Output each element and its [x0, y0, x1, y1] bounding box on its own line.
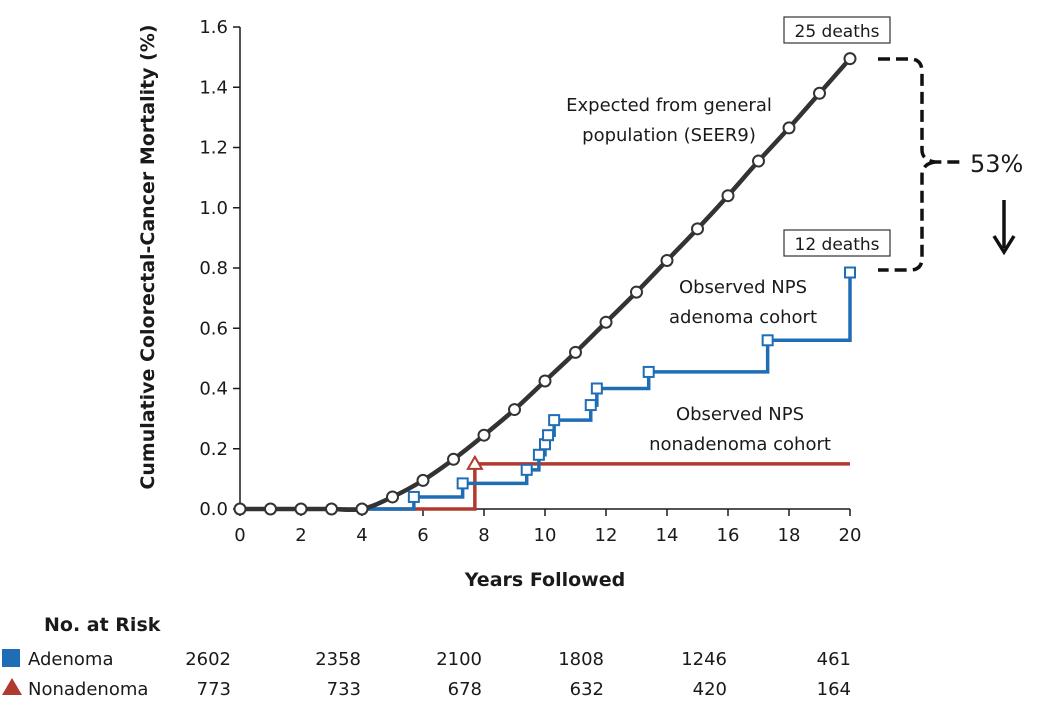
adenoma-event-marker — [642, 365, 655, 378]
adenoma-event-marker — [456, 477, 469, 490]
expected-point — [721, 189, 735, 203]
risk-value: 773 — [197, 679, 231, 700]
expected-deaths-box — [783, 16, 891, 44]
x-tick-label: 18 — [778, 525, 801, 546]
risk-table: Adenoma 2602 2358 2100 1808 1246 461 Nonadenoma… — [2, 649, 851, 700]
x-tick-label: 2 — [295, 525, 306, 546]
expected-point — [355, 502, 369, 516]
adenoma-event-marker — [584, 399, 597, 412]
y-tick-label: 0.8 — [199, 258, 228, 279]
risk-row-label: Nonadenoma — [28, 679, 148, 700]
expected-point — [691, 222, 704, 236]
observed-deaths-label: 12 deaths — [795, 235, 880, 255]
risk-value: 1246 — [681, 649, 727, 670]
y-tick-label: 0.6 — [199, 318, 228, 339]
reduction-percent: 53% — [970, 150, 1023, 178]
expected-point — [264, 502, 277, 516]
observed-deaths-box — [783, 229, 891, 257]
nonadenoma-label-line2: nonadenoma cohort — [649, 434, 831, 455]
y-tick-label: 0.2 — [199, 439, 228, 460]
expected-deaths-label: 25 deaths — [795, 22, 880, 42]
expected-series — [233, 52, 857, 516]
expected-point — [599, 315, 613, 329]
expected-point — [782, 121, 796, 135]
series-layer — [233, 52, 857, 516]
y-tick-label: 1.0 — [199, 198, 228, 219]
expected-point — [813, 86, 826, 100]
x-tick-label: 10 — [534, 525, 557, 546]
expected-point — [386, 490, 399, 504]
risk-value: 2602 — [185, 649, 231, 670]
risk-table-title: No. at Risk — [44, 614, 161, 636]
expected-point — [416, 473, 430, 487]
expected-point — [630, 285, 643, 299]
expected-point — [233, 502, 247, 516]
adenoma-event-marker — [407, 490, 420, 503]
expected-point — [752, 154, 765, 168]
risk-value: 2100 — [436, 649, 482, 670]
y-tick-label: 0.0 — [199, 499, 228, 520]
expected-point — [843, 52, 857, 66]
x-tick-label: 6 — [417, 525, 428, 546]
adenoma-event-marker — [532, 448, 545, 461]
nonadenoma-label-line1: Observed NPS — [676, 404, 804, 425]
adenoma-event-marker — [542, 429, 555, 442]
x-tick-label: 16 — [717, 525, 740, 546]
expected-point — [447, 452, 460, 466]
risk-value: 420 — [693, 679, 727, 700]
adenoma-series — [240, 266, 856, 511]
x-axis-title: Years Followed — [464, 569, 625, 591]
adenoma-label-line1: Observed NPS — [679, 277, 807, 298]
y-tick-label: 0.4 — [199, 379, 228, 400]
expected-point — [660, 253, 674, 267]
risk-value: 632 — [570, 679, 604, 700]
nonadenoma-series — [240, 454, 850, 511]
y-tick-label: 1.2 — [199, 138, 228, 159]
expected-point — [294, 502, 308, 516]
x-tick-label: 8 — [478, 525, 489, 546]
adenoma-event-marker — [520, 463, 533, 476]
adenoma-event-marker — [548, 414, 561, 427]
x-tick-label: 20 — [839, 525, 862, 546]
risk-value: 461 — [817, 649, 851, 670]
expected-point — [538, 374, 552, 388]
y-tick-label: 1.4 — [199, 77, 228, 98]
adenoma-legend-icon — [2, 649, 20, 667]
adenoma-event-marker — [844, 266, 856, 279]
x-tick-label: 4 — [356, 525, 367, 546]
expected-label-line2: population (SEER9) — [582, 125, 756, 146]
expected-point — [508, 403, 521, 417]
expected-label-line1: Expected from general — [566, 95, 772, 116]
risk-value: 164 — [817, 679, 851, 700]
adenoma-label-line2: adenoma cohort — [669, 307, 817, 328]
expected-point — [477, 428, 491, 442]
nonadenoma-legend-icon — [2, 678, 22, 695]
y-axis-title: Cumulative Colorectal-Cancer Mortality (… — [137, 24, 159, 489]
risk-row-label: Adenoma — [28, 649, 113, 670]
risk-value: 2358 — [315, 649, 361, 670]
risk-value: 733 — [327, 679, 361, 700]
axes: 0.0 0.2 0.4 0.6 0.8 1.0 1.2 1.4 1.6 0 2 4 6 8 10 12 14 16… — [199, 17, 861, 546]
x-tick-label: 14 — [656, 525, 679, 546]
expected-point — [569, 345, 582, 359]
down-arrow-icon — [992, 200, 1016, 256]
risk-value: 678 — [448, 679, 482, 700]
adenoma-event-marker — [590, 382, 603, 395]
x-tick-label: 0 — [234, 525, 245, 546]
nonadenoma-event-marker — [466, 454, 484, 470]
y-tick-label: 1.6 — [199, 17, 228, 38]
expected-point — [325, 502, 338, 516]
reduction-bracket — [878, 57, 965, 272]
x-tick-label: 12 — [595, 525, 618, 546]
risk-value: 1808 — [558, 649, 604, 670]
adenoma-event-marker — [761, 334, 774, 347]
nonadenoma-curve — [240, 462, 850, 511]
